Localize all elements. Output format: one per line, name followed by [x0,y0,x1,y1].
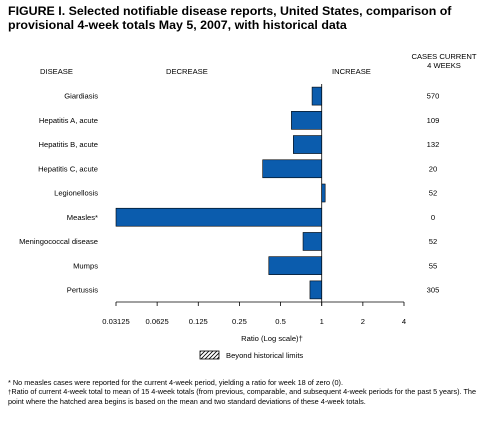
x-tick-label: 0.25 [232,317,247,326]
cases-value: 305 [427,285,440,294]
chart-legend: Beyond historical limits [199,350,303,360]
x-tick-label: 0.0625 [146,317,169,326]
category-label: Pertussis [67,285,98,294]
x-axis-label: Ratio (Log scale)† [241,334,303,343]
x-tick-label: 0.03125 [102,317,129,326]
category-label: Mumps [73,261,98,270]
cases-value: 570 [427,92,440,101]
x-tick-label: 4 [402,317,406,326]
hatched-legend-swatch [199,350,220,360]
category-label: Hepatitis A, acute [39,116,98,125]
x-tick-label: 1 [320,317,324,326]
bar [309,280,323,300]
cases-value: 109 [427,116,440,125]
x-tick-label: 2 [361,317,365,326]
legend-label: Beyond historical limits [226,351,303,360]
bar [302,232,323,251]
category-label: Meningococcal disease [19,237,98,246]
bar [115,207,323,227]
bar [262,159,323,179]
disease-column-header: DISEASE [40,67,73,76]
x-tick-label: 0.5 [275,317,286,326]
cases-header-line1: CASES CURRENT [411,52,477,61]
cases-value: 52 [429,237,437,246]
category-label: Measles* [67,213,98,222]
figure-title: FIGURE I. Selected notifiable disease re… [8,4,452,32]
category-label: Legionellosis [54,189,98,198]
footnote-ratio: †Ratio of current 4-week total to mean o… [8,387,484,406]
cases-column-header: CASES CURRENT 4 WEEKS [406,52,482,70]
cases-value: 0 [431,213,435,222]
footnote-ratio-text: Ratio of current 4-week total to mean of… [8,387,477,406]
cases-value: 132 [427,140,440,149]
x-tick-label: 0.125 [189,317,208,326]
decrease-header: DECREASE [166,67,208,76]
category-label: Giardiasis [64,92,98,101]
increase-header: INCREASE [332,67,371,76]
footnote-ratio-mark: † [8,390,12,396]
footnote-measles: * No measles cases were reported for the… [8,378,344,387]
category-label: Hepatitis B, acute [38,140,98,149]
bar [291,111,323,130]
cases-value: 52 [429,189,437,198]
bar [268,256,323,275]
bar [321,183,326,203]
bar [293,135,323,154]
category-label: Hepatitis C, acute [38,164,98,173]
bar [311,86,323,106]
cases-header-line2: 4 WEEKS [427,61,461,70]
cases-value: 20 [429,164,437,173]
cases-value: 55 [429,261,437,270]
